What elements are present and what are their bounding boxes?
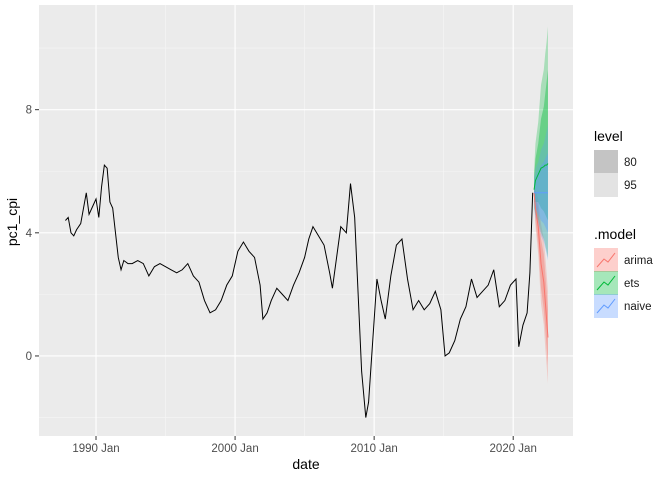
y-tick-label: 8 [26,105,32,117]
forecast-lines [533,163,549,338]
x-tick-label: 2010 Jan [350,443,397,455]
plot-panel [39,5,573,436]
minor-grid [39,5,573,436]
legend-level-title: level [594,128,623,144]
legend-ets-line [596,275,616,291]
y-tick-label: 4 [26,228,33,240]
ets-80-interval [534,69,548,221]
x-tick-label: 1990 Jan [72,443,119,455]
legend-level-95-label: 95 [624,180,637,192]
y-axis: 0 4 8 [26,105,39,363]
forecast-intervals [534,26,548,384]
major-grid [39,5,573,436]
legend-ets-label: ets [624,278,640,290]
legend-level-80-label: 80 [624,157,637,169]
x-tick-label: 2000 Jan [211,443,258,455]
legend-level-95-key [594,173,618,197]
arima-95-interval [534,183,548,384]
y-tick-label: 0 [26,351,32,363]
ets-95-interval [534,26,548,258]
x-axis: 1990 Jan 2000 Jan 2010 Jan 2020 Jan [72,436,537,455]
x-tick-label: 2020 Jan [490,443,537,455]
y-axis-title: pc1_cpi [4,198,20,246]
arima-forecast-line [533,192,549,338]
legend-naive-label: naive [624,301,652,313]
legend-arima-label: arima [624,255,653,267]
history-line [65,163,534,418]
ets-forecast-line [533,163,549,190]
legend-level-80-key [594,150,618,174]
legend-model-keys: arima ets naive [594,248,653,318]
arima-80-interval [534,186,548,366]
legend-arima-line [596,252,616,268]
legend: level 80 95 .model arima ets naive [594,128,653,318]
legend-naive-line [596,298,616,314]
legend-model-title: .model [594,226,636,242]
x-axis-title: date [292,456,319,472]
